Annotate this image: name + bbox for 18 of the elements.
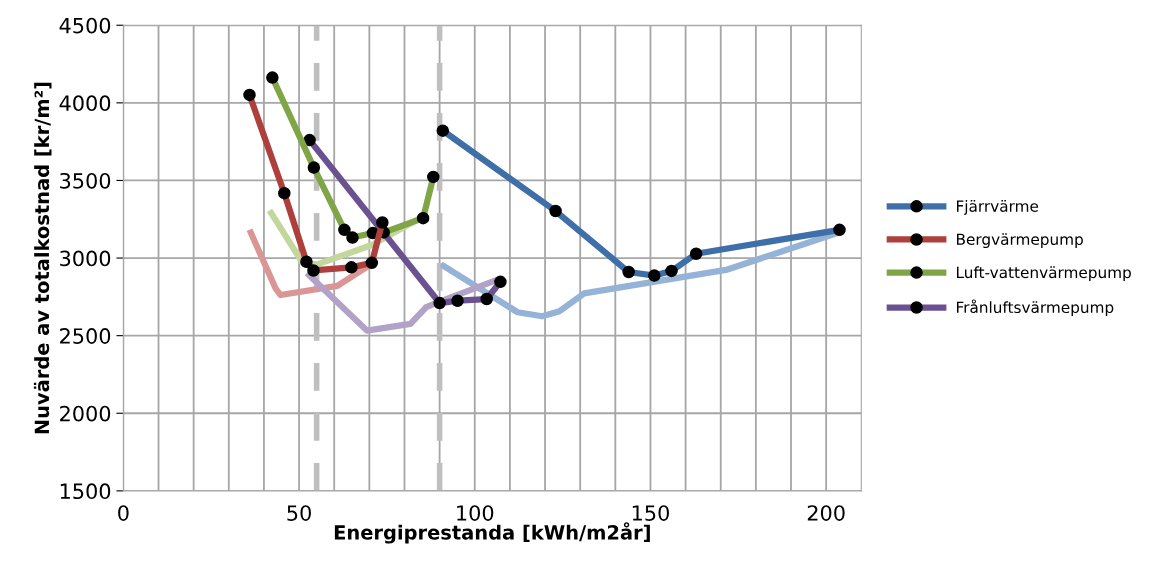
y-tick-label: 4000 [59,95,111,112]
x-tick-label: 100 [457,505,494,521]
y-tick-label: 4500 [59,17,111,34]
x-tick-label: 50 [287,505,311,521]
legend-label: Frånluftsvärmepump [956,299,1114,317]
y-tick-label: 3500 [60,172,111,189]
y-tick-label: 2500 [60,328,111,344]
y-tick-label: 3000 [60,250,111,267]
x-tick-label: 200 [807,505,845,521]
x-axis-title: Energiprestanda [kWh/m2år] [334,522,650,544]
y-axis-title: Nuvärde av totalkostnad [kr/m²] [33,82,52,434]
x-tick-label: 0 [118,505,129,521]
legend-label: Fjärrvärme [956,200,1039,215]
y-tick-label: 1500 [60,483,111,500]
legend-label: Luft-vattenvärmepump [956,266,1131,282]
y-tick-label: 2000 [60,405,111,422]
legend-label: Bergvärmepump [956,233,1083,248]
x-tick-label: 150 [632,505,669,521]
